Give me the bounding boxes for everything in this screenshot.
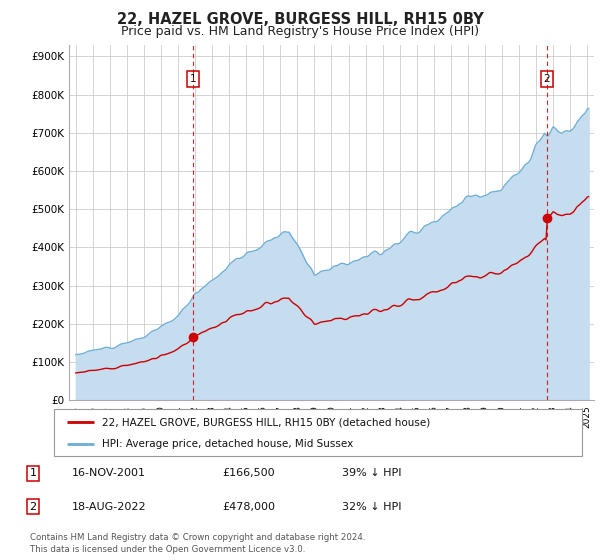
Text: 1: 1: [29, 468, 37, 478]
Text: £478,000: £478,000: [222, 502, 275, 512]
Text: 16-NOV-2001: 16-NOV-2001: [72, 468, 146, 478]
Text: 2: 2: [29, 502, 37, 512]
Text: 18-AUG-2022: 18-AUG-2022: [72, 502, 146, 512]
Text: 22, HAZEL GROVE, BURGESS HILL, RH15 0BY (detached house): 22, HAZEL GROVE, BURGESS HILL, RH15 0BY …: [101, 417, 430, 427]
Text: 32% ↓ HPI: 32% ↓ HPI: [342, 502, 401, 512]
Text: Contains HM Land Registry data © Crown copyright and database right 2024.
This d: Contains HM Land Registry data © Crown c…: [30, 533, 365, 554]
Text: 1: 1: [190, 74, 196, 84]
Text: Price paid vs. HM Land Registry's House Price Index (HPI): Price paid vs. HM Land Registry's House …: [121, 25, 479, 38]
Text: HPI: Average price, detached house, Mid Sussex: HPI: Average price, detached house, Mid …: [101, 438, 353, 449]
Text: 39% ↓ HPI: 39% ↓ HPI: [342, 468, 401, 478]
FancyBboxPatch shape: [54, 409, 582, 456]
Text: 2: 2: [544, 74, 550, 84]
Text: 22, HAZEL GROVE, BURGESS HILL, RH15 0BY: 22, HAZEL GROVE, BURGESS HILL, RH15 0BY: [116, 12, 484, 27]
Text: £166,500: £166,500: [222, 468, 275, 478]
